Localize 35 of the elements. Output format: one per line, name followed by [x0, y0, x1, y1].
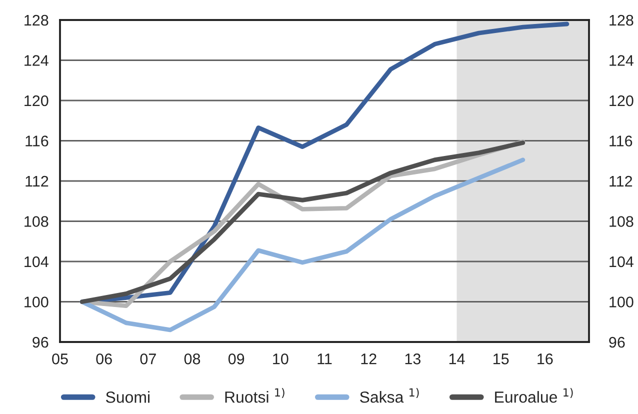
legend-label: Euroalue $^{1)}$ — [495, 388, 573, 403]
x-tick-label: 05 — [52, 354, 68, 364]
y-tick-label: 124 — [24, 55, 48, 66]
y-tick-label: 108 — [24, 216, 48, 227]
x-tick-label: 16 — [538, 354, 553, 364]
y2-tick-label: 100 — [610, 296, 634, 308]
legend-label: Suomi — [106, 391, 150, 403]
y2-tick-label: 128 — [610, 14, 634, 26]
y-tick-label: 128 — [24, 14, 48, 26]
x-tick-label: 11 — [318, 354, 332, 364]
y2-tick-label: 116 — [610, 136, 632, 146]
y-tick-label: 116 — [26, 136, 48, 146]
x-tick-label: 09 — [228, 354, 244, 364]
y-tick-label: 96 — [32, 336, 48, 348]
y2-tick-label: 124 — [610, 55, 634, 66]
y-tick-label: 100 — [24, 296, 48, 308]
y2-tick-label: 104 — [610, 256, 634, 268]
line-series — [80, 158, 526, 332]
x-tick-label: 10 — [273, 354, 288, 364]
y-tick-label: 104 — [24, 256, 48, 268]
x-tick-label: 06 — [96, 354, 112, 364]
x-tick-label: 14 — [449, 354, 465, 364]
y2-tick-label: 112 — [610, 176, 632, 187]
legend-label: Saksa $^{1)}$ — [360, 388, 419, 403]
y-tick-label: 120 — [24, 95, 48, 106]
x-tick-label: 13 — [405, 354, 420, 364]
y-tick-label: 112 — [26, 176, 48, 187]
x-tick-label: 08 — [184, 354, 200, 364]
legend-label: Ruotsi $^{1)}$ — [225, 388, 284, 403]
y2-tick-label: 96 — [609, 336, 625, 348]
x-tick-label: 12 — [361, 354, 376, 364]
y2-tick-label: 108 — [610, 216, 634, 227]
y2-tick-label: 120 — [610, 95, 634, 106]
x-tick-label: 15 — [494, 354, 509, 364]
x-tick-label: 07 — [140, 354, 156, 364]
